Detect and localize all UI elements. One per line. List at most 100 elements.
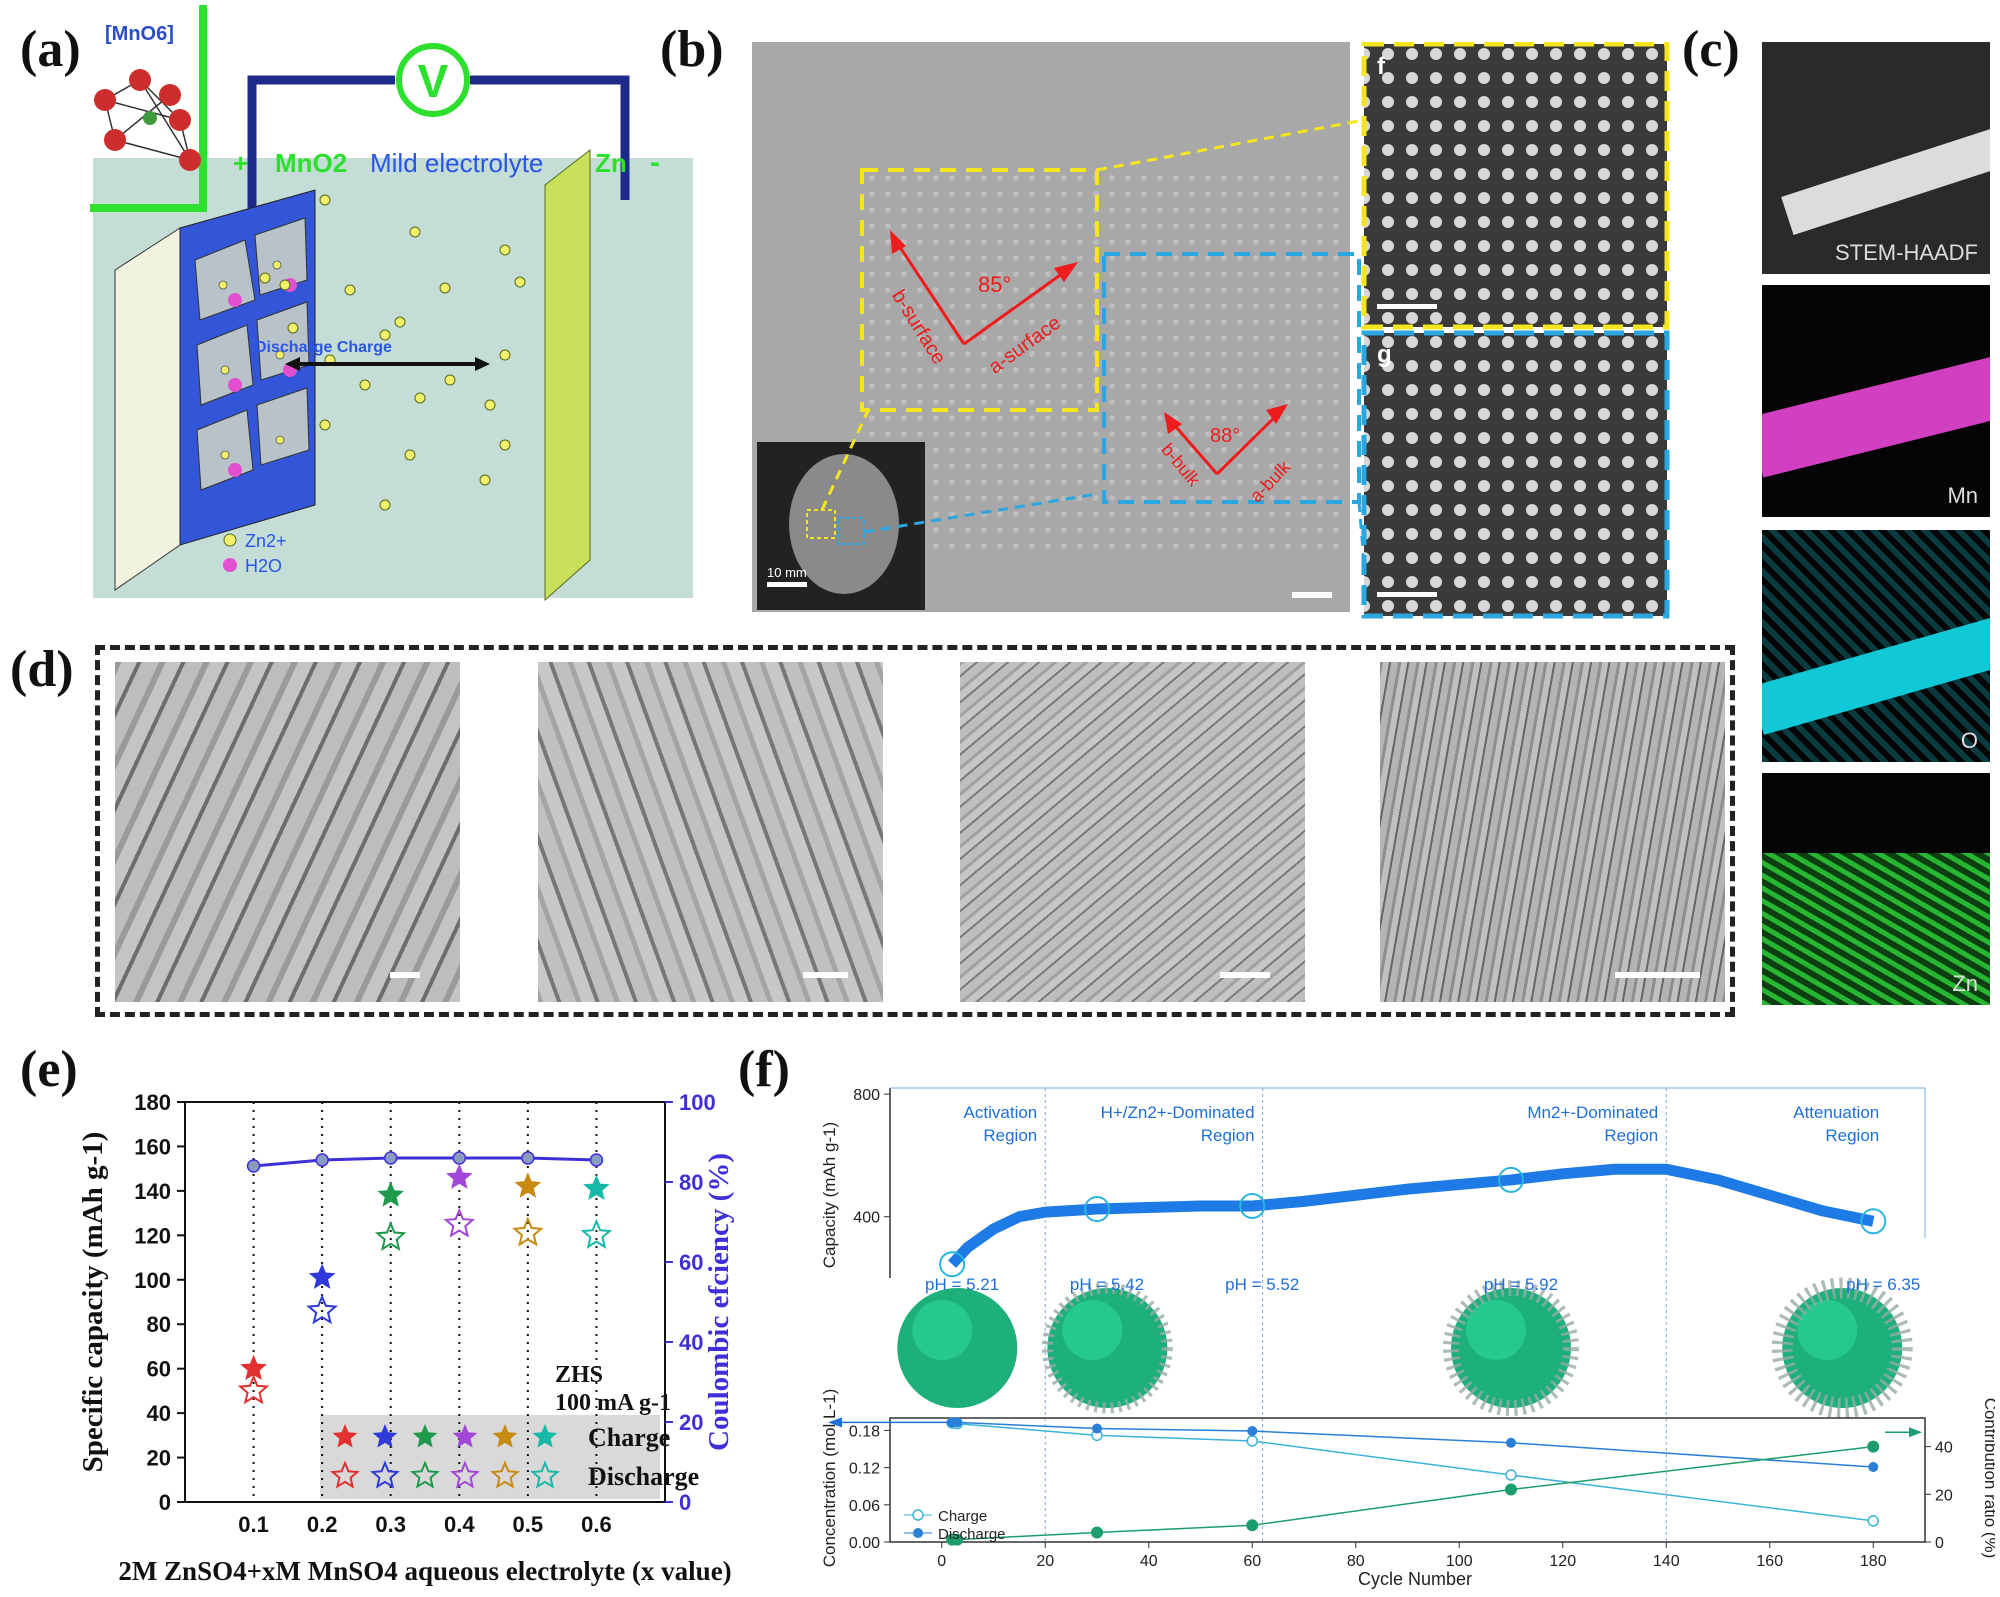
e-efficiency-point: [246, 1159, 261, 1173]
zn-legend-icon: [223, 533, 237, 547]
e-discharge-star: [580, 1218, 613, 1249]
f-xtick-label: 40: [1140, 1553, 1158, 1570]
e-ytick-label: 60: [147, 1357, 171, 1382]
map-o: O: [1762, 530, 1990, 762]
f-bottom-plot-area: [889, 1417, 1926, 1543]
zn-ions: [259, 194, 526, 511]
f-bottom-ytick-label: 0.12: [849, 1461, 880, 1478]
tem-image-4: [1380, 662, 1725, 1002]
chart-f-xlabel: Cycle Number: [1358, 1569, 1472, 1589]
map-stem-haadf: STEM-HAADF: [1762, 42, 1990, 274]
e-legend-discharge-star: [490, 1460, 520, 1489]
e-efficiency-point: [589, 1153, 604, 1167]
f-ratio-point: [1505, 1483, 1517, 1496]
f-region-label: Mn2+-Dominated: [1527, 1103, 1658, 1122]
e-ytick-label: 140: [134, 1179, 171, 1204]
panel-label-b: (b): [660, 21, 724, 78]
svg-text:g: g: [1377, 341, 1392, 368]
f-discharge-point: [1092, 1423, 1102, 1434]
e-charge-star: [514, 1172, 542, 1198]
f-ph-marker: [939, 1251, 966, 1278]
f-region-label: Region: [1201, 1126, 1255, 1145]
f-ph-label: pH = 5.92: [1484, 1275, 1558, 1294]
sphere-highlight: [1062, 1300, 1123, 1360]
panel-label-f: (f): [738, 1041, 790, 1098]
subpanel-f: [1364, 44, 1667, 327]
svg-text:Zn2+: Zn2+: [245, 531, 287, 551]
e-legend-charge-star: [372, 1424, 398, 1448]
e-xtick-label: 0.4: [444, 1512, 475, 1537]
panel-a-battery-schematic: V [MnO6] + MnO2 Mild electrolyte Zn -: [90, 5, 693, 602]
f-charge-point: [1505, 1469, 1517, 1481]
f-legend-discharge-marker: [913, 1528, 923, 1538]
panel-label-d: (d): [10, 641, 74, 698]
f-ph-marker: [1860, 1208, 1887, 1235]
f-legend-discharge-label: Discharge: [938, 1526, 1006, 1543]
svg-text:MnO2: MnO2: [275, 148, 347, 178]
f-xtick-label: 160: [1756, 1553, 1783, 1570]
f-top-ytick-label: 400: [853, 1210, 880, 1227]
h2o-legend-icon: [223, 558, 237, 572]
chart-f-bottom-ylabel2: Contribution ratio (%): [1981, 1398, 1995, 1559]
f-left-arrowhead: [828, 1417, 842, 1428]
chart-e-xlabel: 2M ZnSO4+xM MnSO4 aqueous electrolyte (x…: [118, 1556, 731, 1586]
particle-spheres: [897, 1277, 1913, 1419]
e-legend-charge-star: [412, 1424, 438, 1448]
e-legend-discharge-star: [450, 1460, 480, 1489]
e-y2tick-label: 60: [679, 1250, 703, 1275]
e-ytick-label: 120: [134, 1223, 171, 1248]
f-xtick-label: 100: [1446, 1553, 1473, 1570]
svg-text:Zn: Zn: [595, 148, 627, 178]
f-xtick-label: 180: [1860, 1553, 1887, 1570]
e-y2tick-label: 40: [679, 1330, 703, 1355]
f-ratio-line: [952, 1445, 1874, 1541]
f-region-label: Attenuation: [1793, 1103, 1879, 1122]
panel-label-a: (a): [20, 21, 81, 78]
chart-e-plot-area: [184, 1101, 666, 1503]
svg-text:88°: 88°: [1210, 425, 1240, 447]
panel-label-e: (e): [20, 1041, 78, 1098]
tem-image-2: [538, 662, 883, 1002]
f-ratio-point: [1246, 1519, 1259, 1532]
f-region-label: Activation: [964, 1103, 1038, 1122]
panel-f-chart: Capacity (mAh g-1) Concentration (mol L-…: [820, 1087, 1995, 1589]
f-xtick-label: 0: [937, 1553, 946, 1570]
f-ph-label: pH = 5.21: [925, 1275, 999, 1294]
e-ytick-label: 20: [147, 1446, 171, 1471]
f-discharge-point: [1868, 1461, 1879, 1472]
e-efficiency-line: [253, 1156, 597, 1168]
f-discharge-point: [1247, 1426, 1258, 1437]
e-discharge-star: [443, 1207, 476, 1238]
svg-text:f: f: [1377, 53, 1386, 80]
svg-text:Mild electrolyte: Mild electrolyte: [370, 148, 543, 178]
sphere-deposit: [1041, 1282, 1173, 1414]
svg-text:[MnO6]: [MnO6]: [105, 23, 174, 45]
tem-image-1: [115, 662, 460, 1002]
e-ytick-label: 80: [147, 1312, 171, 1337]
e-charge-star: [377, 1181, 404, 1207]
f-region-label: H+/Zn2+-Dominated: [1101, 1103, 1255, 1122]
e-ytick-label: 40: [147, 1401, 171, 1426]
chart-e-legend-box: [320, 1415, 660, 1499]
chart-e-annotation-1: ZHS: [555, 1362, 603, 1388]
panel-d-frame: [95, 645, 1735, 1017]
e-charge-star: [583, 1174, 610, 1200]
f-xtick-label: 120: [1549, 1553, 1576, 1570]
f-xtick-label: 20: [1036, 1553, 1054, 1570]
e-efficiency-point: [452, 1151, 467, 1165]
f-region-label: Region: [1604, 1126, 1658, 1145]
a-surface-arrow: [963, 266, 1071, 346]
e-y2tick-label: 80: [679, 1170, 703, 1195]
f-ratio-point: [951, 1533, 964, 1546]
f-legend-charge-label: Charge: [938, 1508, 987, 1525]
e-xtick-label: 0.5: [513, 1512, 544, 1537]
e-xtick-label: 0.1: [238, 1512, 269, 1537]
sphere-highlight: [1466, 1300, 1526, 1360]
e-charge-star: [240, 1354, 267, 1380]
chart-e-legend-charge: Charge: [588, 1423, 670, 1452]
e-discharge-star: [374, 1220, 407, 1251]
surface-region-box: [860, 168, 1099, 412]
e-xtick-label: 0.6: [581, 1512, 612, 1537]
map-zn: Zn: [1762, 773, 1990, 1005]
tem-image-3: [960, 662, 1305, 1002]
